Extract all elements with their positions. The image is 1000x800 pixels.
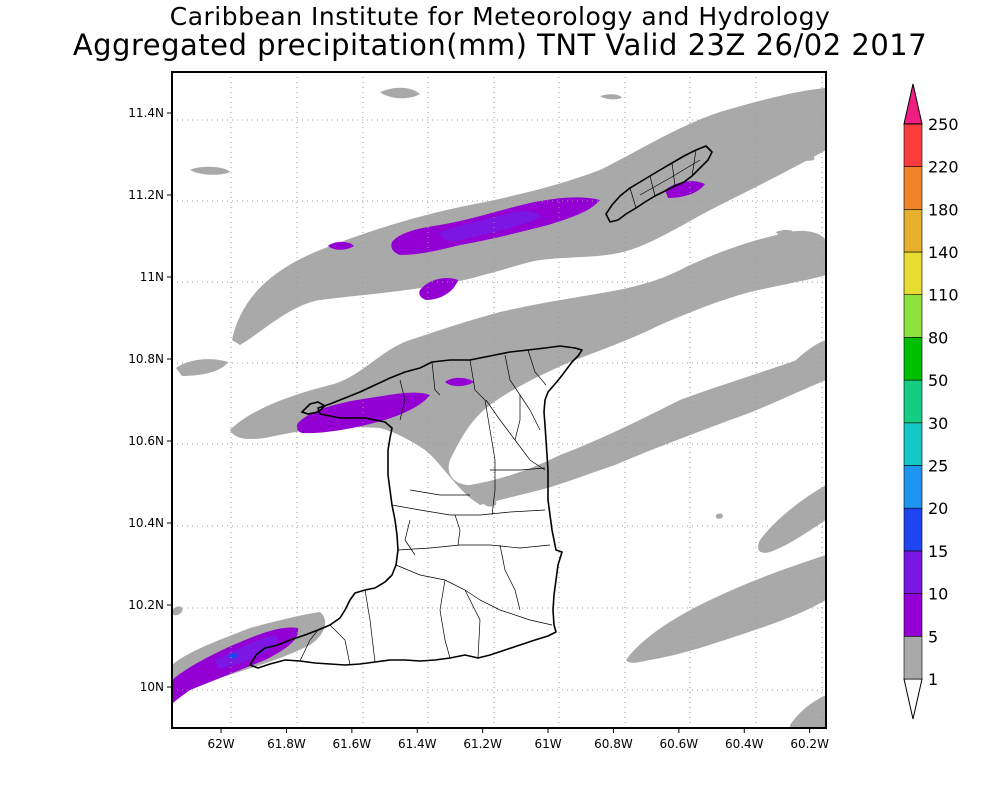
colorbar-label: 80 [928, 328, 948, 347]
colorbar-label: 250 [928, 115, 959, 134]
precip-spot-2 [190, 166, 230, 175]
x-tick-label: 61.2W [463, 737, 502, 751]
colorbar-segment [903, 507, 923, 552]
trinidad-northwest-peninsula [300, 401, 327, 415]
colorbar-segment [903, 593, 923, 637]
colorbar-segment [903, 294, 923, 338]
colorbar-label: 20 [928, 499, 948, 518]
precip-spot-4 [600, 94, 622, 100]
y-tick-label: 10.6N [128, 434, 164, 448]
precip-purple-spot-b [419, 278, 458, 300]
colorbar-label: 10 [928, 585, 948, 604]
y-axis: 10N 10.2N 10.4N 10.6N 10.8N 11N 11.2N 11.4N [128, 106, 172, 694]
x-tick-label: 60.6W [660, 737, 699, 751]
colorbar-segment [903, 635, 923, 680]
colorbar-label: 50 [928, 371, 948, 390]
x-tick-label: 61.8W [267, 737, 306, 751]
colorbar-bottom-arrow [903, 678, 923, 720]
colorbar-label: 1 [928, 670, 938, 689]
x-tick-label: 61.6W [333, 737, 372, 751]
map-panel: 62W 61.8W 61.6W 61.4W 61.2W 61W 60.8W 60.6W 60.4… [128, 71, 829, 751]
precip-band-tobago-east [770, 340, 826, 390]
precip-purple-southwest-core [215, 635, 278, 668]
precip-purple-spot-c [445, 377, 474, 387]
y-tick-label: 10.8N [128, 352, 164, 366]
colorbar-label: 140 [928, 243, 959, 262]
colorbar-top-arrow [903, 83, 923, 125]
x-axis: 62W 61.8W 61.6W 61.4W 61.2W 61W 60.8W 60.6W 60.4… [207, 728, 829, 751]
colorbar-label: 220 [928, 158, 959, 177]
colorbar-segment [903, 550, 923, 594]
y-tick-label: 11N [140, 270, 164, 284]
precip-purple-spot-a [328, 241, 354, 250]
precip-spot-9 [715, 513, 723, 519]
y-tick-label: 10.2N [128, 598, 164, 612]
precip-spot-8 [800, 153, 815, 161]
map-frame [171, 71, 827, 729]
precip-spot-6 [482, 497, 497, 507]
colorbar-label: 180 [928, 200, 959, 219]
precip-band-far-east [758, 485, 826, 553]
colorbar-segment [903, 166, 923, 210]
x-tick-label: 60.4W [725, 737, 764, 751]
colorbar-label: 30 [928, 414, 948, 433]
tobago-island [605, 145, 713, 223]
x-tick-label: 62W [207, 737, 234, 751]
precip-spot-3 [380, 87, 420, 99]
colorbar-label: 25 [928, 457, 948, 476]
colorbar-segment [903, 251, 923, 296]
colorbar-segment [903, 422, 923, 466]
colorbar-label: 110 [928, 286, 959, 305]
precip-band-middle [230, 230, 826, 505]
institute-title: Caribbean Institute for Meteorology and … [169, 2, 831, 31]
x-tick-label: 61W [534, 737, 561, 751]
precip-band-east [630, 430, 655, 443]
map-grid [172, 72, 826, 728]
precip-spot-5 [176, 359, 228, 376]
y-tick-label: 10.4N [128, 516, 164, 530]
y-tick-label: 11.4N [128, 106, 164, 120]
trinidad-island [249, 345, 583, 669]
precip-band-tobago-ne [720, 258, 770, 280]
colorbar-segment [903, 379, 923, 424]
x-tick-label: 61.4W [398, 737, 437, 751]
precip-band-bottom-right [790, 695, 826, 728]
colorbar-segment [903, 337, 923, 381]
tobago-internal-boundaries [629, 149, 701, 209]
trinidad-coastline [249, 345, 583, 669]
product-title: Aggregated precipitation(mm) TNT Valid 2… [72, 28, 928, 62]
colorbar-segment [903, 123, 923, 167]
precip-spot-1 [172, 606, 183, 616]
x-tick-label: 60.8W [594, 737, 633, 751]
precip-spot-7 [776, 229, 796, 239]
y-tick-label: 10N [140, 680, 164, 694]
precip-purple-north-core [440, 211, 540, 241]
colorbar-segment [903, 209, 923, 253]
x-tick-label: 60.2W [790, 737, 829, 751]
precip-band-southeast [626, 555, 826, 663]
colorbar-label: 5 [928, 627, 938, 646]
colorbar-label: 15 [928, 542, 948, 561]
y-tick-label: 11.2N [128, 188, 164, 202]
trinidad-internal-boundaries [299, 349, 553, 666]
colorbar-segment [903, 465, 923, 509]
